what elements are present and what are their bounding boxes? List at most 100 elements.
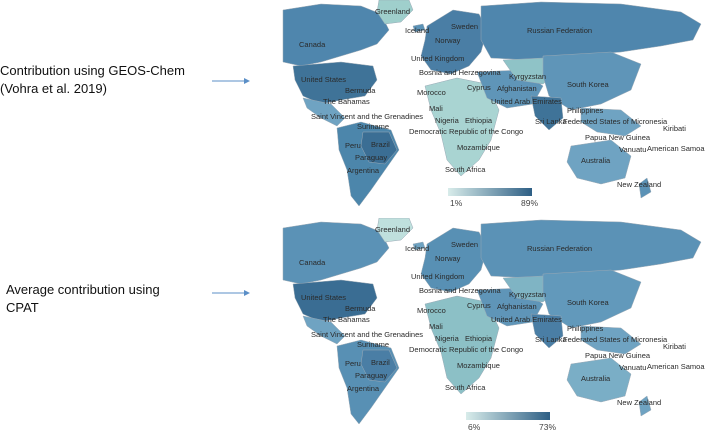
- canada-shape: [282, 221, 390, 285]
- greenland-shape: [376, 218, 414, 243]
- place-label: New Zealand: [617, 180, 662, 189]
- panel-label-geos-chem: Contribution using GEOS-Chem (Vohra et a…: [0, 63, 185, 96]
- arrow-icon: [212, 290, 250, 296]
- place-label: Bosnia and Herzegovina: [419, 68, 501, 77]
- place-label: Norway: [435, 36, 461, 45]
- place-label: Morocco: [417, 306, 446, 315]
- place-label: South Korea: [567, 80, 609, 89]
- se-asia-shape: [580, 107, 642, 137]
- place-label: Afghanistan: [497, 84, 537, 93]
- south-asia-shape: [530, 95, 564, 131]
- place-label: Suriname: [357, 340, 390, 349]
- map-geos-chem: Greenland Iceland Sweden Norway Canada R…: [281, 0, 705, 210]
- place-label: Russian Federation: [527, 26, 593, 35]
- place-label: Kyrgyzstan: [509, 72, 547, 81]
- place-label: Saint Vincent and the Grenadines: [311, 112, 424, 121]
- place-label: Ethiopia: [465, 116, 493, 125]
- russia-shape: [480, 1, 702, 61]
- asia-shape: [542, 51, 642, 111]
- legend-gradient: [448, 188, 532, 196]
- russia-shape: [480, 219, 702, 279]
- place-label: Morocco: [417, 88, 446, 97]
- place-label: Sri Lanka: [535, 335, 567, 344]
- iceland-shape: [412, 23, 426, 33]
- place-label: South Africa: [445, 383, 486, 392]
- place-label: Sri Lanka: [535, 117, 567, 126]
- place-label: Brazil: [371, 140, 390, 149]
- brazil-shape: [360, 131, 398, 165]
- place-label: Suriname: [357, 122, 390, 131]
- world-map-shapes: [282, 218, 702, 425]
- place-label: Cyprus: [467, 301, 491, 310]
- place-label: United States: [301, 75, 347, 84]
- place-label: Bosnia and Herzegovina: [419, 286, 501, 295]
- australia-shape: [566, 139, 632, 185]
- legend-max-label: 73%: [538, 422, 556, 432]
- south-asia-shape: [530, 313, 564, 349]
- canada-shape: [282, 3, 390, 67]
- place-label: American Samoa: [647, 362, 705, 371]
- place-label: Democratic Republic of the Congo: [409, 345, 524, 354]
- legend-min-label: 6%: [468, 422, 481, 432]
- place-label: Argentina: [347, 384, 380, 393]
- place-label: Kiribati: [663, 342, 686, 351]
- place-label: Peru: [345, 141, 361, 150]
- place-label: United Kingdom: [411, 54, 465, 63]
- new-zealand-shape: [638, 395, 652, 417]
- place-label: South Korea: [567, 298, 609, 307]
- place-label: Mali: [429, 322, 443, 331]
- place-label: Cyprus: [467, 83, 491, 92]
- place-label: Mali: [429, 104, 443, 113]
- place-label: United States: [301, 293, 347, 302]
- australia-shape: [566, 357, 632, 403]
- new-zealand-shape: [638, 177, 652, 199]
- europe-shape: [420, 9, 488, 75]
- place-label: Greenland: [375, 7, 411, 16]
- place-label: Ethiopia: [465, 334, 493, 343]
- mexico-shape: [302, 315, 346, 345]
- legend-max-label: 89%: [520, 198, 538, 208]
- usa-shape: [292, 279, 378, 323]
- place-label: Australia: [581, 156, 611, 165]
- place-label: Kiribati: [663, 124, 686, 133]
- usa-shape: [292, 61, 378, 105]
- arrow-icon: [212, 78, 250, 84]
- place-label: Canada: [299, 40, 326, 49]
- europe-shape: [420, 227, 488, 293]
- place-label: Federated States of Micronesia: [563, 117, 668, 126]
- place-label: The Bahamas: [323, 97, 370, 106]
- place-label: Papua New Guinea: [585, 133, 651, 142]
- place-label: Saint Vincent and the Grenadines: [311, 330, 424, 339]
- place-label: Nigeria: [435, 334, 459, 343]
- panel-label-cpat: Average contribution using CPAT: [6, 282, 160, 315]
- place-label: Iceland: [405, 26, 430, 35]
- place-label: South Africa: [445, 165, 486, 174]
- place-label: Argentina: [347, 166, 380, 175]
- place-label: The Bahamas: [323, 315, 370, 324]
- color-legend: 1% 89%: [448, 188, 538, 208]
- legend-min-label: 1%: [450, 198, 463, 208]
- color-legend: 6% 73%: [466, 412, 556, 432]
- place-label: United Kingdom: [411, 272, 465, 281]
- asia-shape: [542, 269, 642, 329]
- place-label: Brazil: [371, 358, 390, 367]
- place-label: United Arab Emirates: [491, 97, 562, 106]
- mexico-shape: [302, 97, 346, 127]
- place-label: Mozambique: [457, 143, 500, 152]
- iceland-shape: [412, 241, 426, 251]
- place-label: New Zealand: [617, 398, 662, 407]
- place-label: Federated States of Micronesia: [563, 335, 668, 344]
- greenland-shape: [376, 0, 414, 25]
- place-label: Kyrgyzstan: [509, 290, 547, 299]
- place-label: American Samoa: [647, 144, 705, 153]
- africa-shape: [424, 77, 500, 177]
- world-map-shapes: [282, 0, 702, 207]
- place-label: Norway: [435, 254, 461, 263]
- place-label: Papua New Guinea: [585, 351, 651, 360]
- legend-gradient: [466, 412, 550, 420]
- place-label: Democratic Republic of the Congo: [409, 127, 524, 136]
- africa-shape: [424, 295, 500, 395]
- place-label: Nigeria: [435, 116, 459, 125]
- place-label: Philippines: [567, 324, 604, 333]
- place-label: Paraguay: [355, 371, 388, 380]
